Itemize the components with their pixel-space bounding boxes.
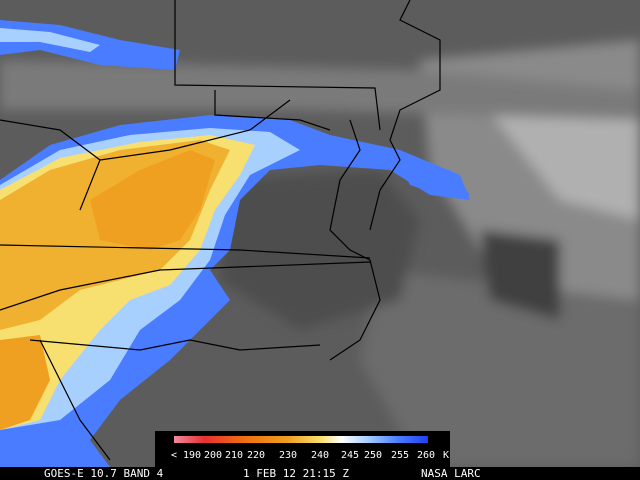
colorbar-label: 260: [417, 450, 435, 461]
caption-credit: NASA LARC: [421, 467, 481, 480]
cold-cloud-tops: [0, 20, 470, 467]
caption-strip: [0, 467, 640, 480]
colorbar-label: 220: [247, 450, 265, 461]
caption-source: GOES-E 10.7 BAND 4: [44, 467, 164, 480]
colorbar-label: 255: [391, 450, 409, 461]
colorbar: [174, 436, 428, 443]
colorbar-label: 230: [279, 450, 297, 461]
colorbar-label: 210: [225, 450, 243, 461]
colorbar-unit: K: [443, 450, 449, 461]
colorbar-label: < 190: [171, 450, 201, 461]
colorbar-labels: < 190 200 210 220 230 240 245 250 255 260 K: [171, 450, 449, 461]
colorbar-label: 250: [364, 450, 382, 461]
colorbar-label: 200: [204, 450, 222, 461]
colorbar-label: 240: [311, 450, 329, 461]
boundaries: [0, 0, 441, 461]
clouds: [0, 40, 640, 467]
colorbar-label: 245: [341, 450, 359, 461]
caption-time: 1 FEB 12 21:15 Z: [243, 467, 349, 480]
